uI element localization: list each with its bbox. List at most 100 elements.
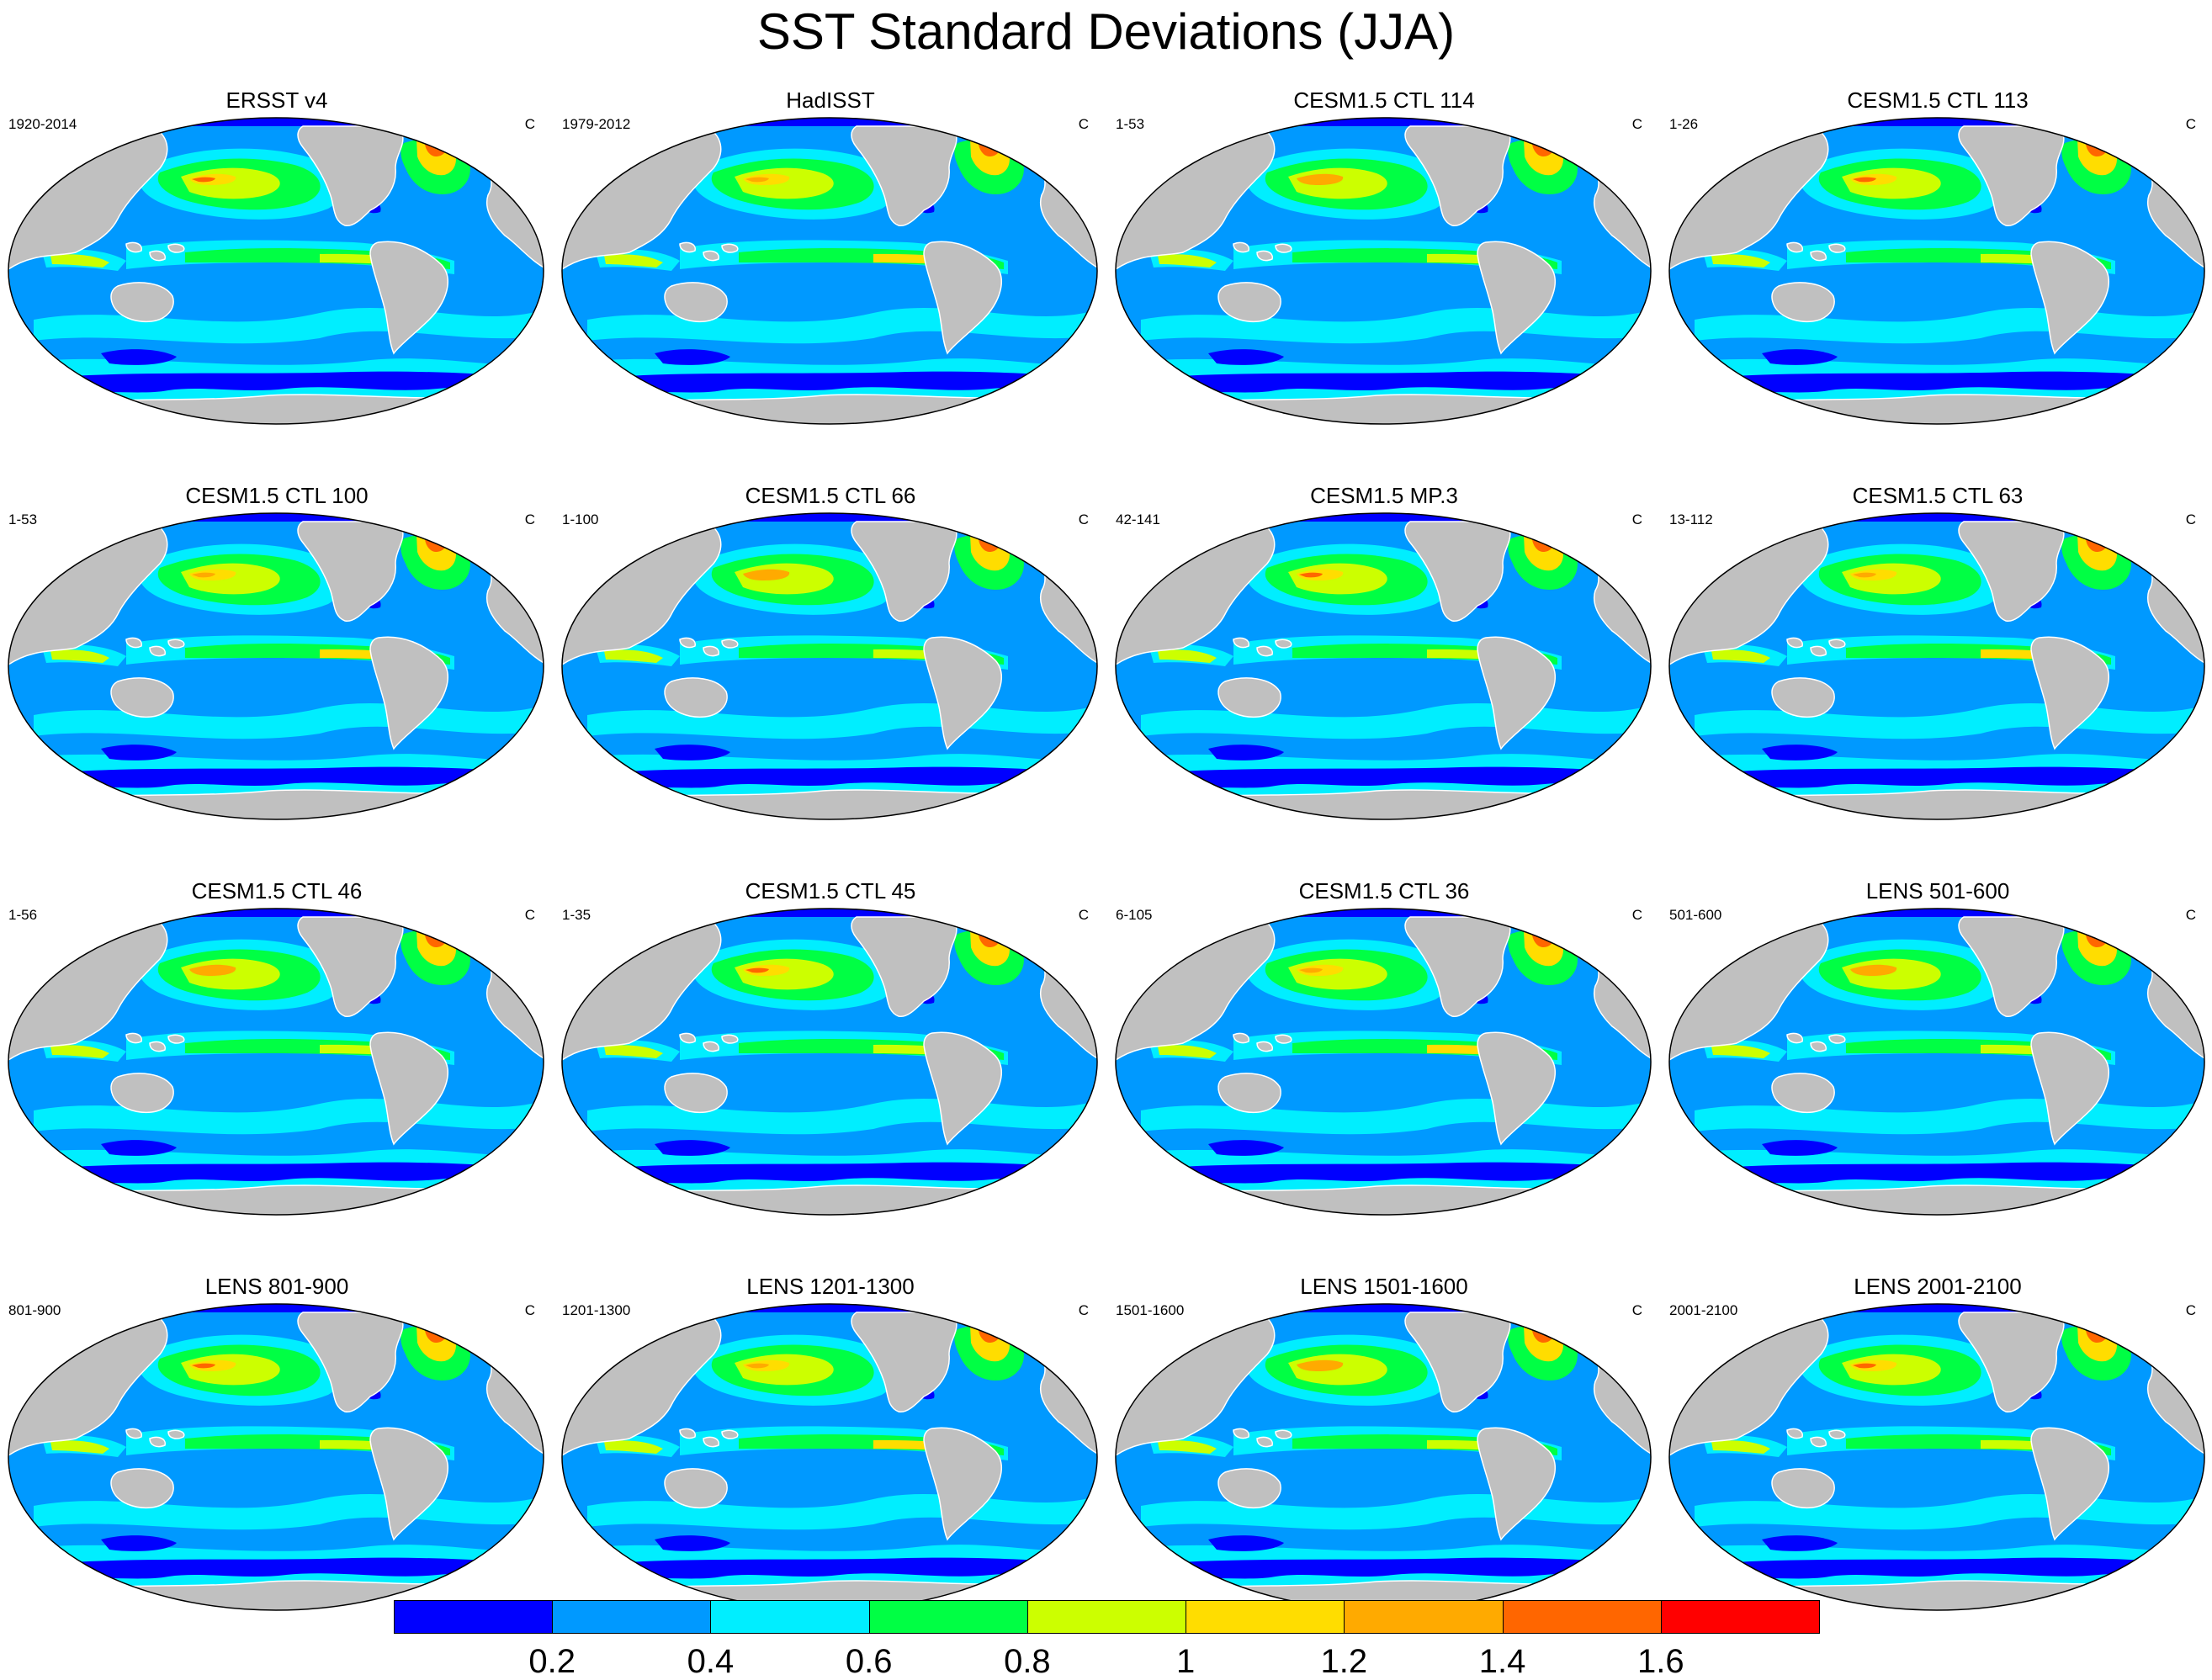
panel-units-label: C — [1631, 907, 1642, 923]
robinson-map — [1668, 908, 2205, 1216]
sst-field — [562, 909, 1097, 1215]
panel-units-label: C — [2185, 511, 2196, 527]
map-panel: CESM1.5 CTL 100 1-53 C — [0, 395, 554, 820]
map-outline — [8, 1303, 544, 1611]
sst-field — [8, 513, 544, 819]
panel-title: CESM1.5 CTL 100 — [185, 483, 369, 508]
panel-years-label: 1-53 — [1116, 116, 1145, 132]
robinson-map — [1115, 117, 1652, 425]
sst-field — [1669, 513, 2204, 819]
robinson-map — [1668, 117, 2205, 425]
panel-title: CESM1.5 CTL 45 — [745, 878, 916, 904]
colorbar-tick-label: 1.4 — [1478, 1643, 1526, 1680]
colorbar-tick-label: 1 — [1175, 1643, 1196, 1680]
panel-units-label: C — [2185, 116, 2196, 132]
panel-title: LENS 1201-1300 — [746, 1274, 915, 1299]
colorbar-swatch — [710, 1600, 870, 1634]
panel-title: LENS 1501-1600 — [1300, 1274, 1468, 1299]
map-outline — [1668, 512, 2205, 820]
map-panel: LENS 501-600 501-600 C — [1661, 791, 2212, 1216]
sst-field — [1669, 909, 2204, 1215]
map-outline — [1115, 908, 1652, 1216]
panel-title: CESM1.5 CTL 36 — [1298, 878, 1470, 904]
panel-units-label: C — [2185, 907, 2196, 923]
colorbar-tick-label: 0.8 — [1004, 1643, 1051, 1680]
panel-units-label: C — [1631, 511, 1642, 527]
map-outline — [561, 512, 1098, 820]
robinson-map — [8, 512, 544, 820]
panel-title: CESM1.5 MP.3 — [1310, 483, 1458, 508]
panel-years-label: 1979-2012 — [562, 116, 631, 132]
panel-units-label: C — [1078, 1302, 1089, 1318]
colorbar-tick-label: 1.6 — [1636, 1643, 1684, 1680]
panel-years-label: 2001-2100 — [1669, 1302, 1738, 1318]
colorbar-swatch — [552, 1600, 712, 1634]
map-outline — [1668, 908, 2205, 1216]
robinson-map — [1115, 1303, 1652, 1611]
sst-field — [8, 909, 544, 1215]
robinson-map — [1115, 908, 1652, 1216]
panel-units-label: C — [1078, 907, 1089, 923]
map-panel: LENS 2001-2100 2001-2100 C — [1661, 1186, 2212, 1611]
panel-years-label: 1920-2014 — [8, 116, 77, 132]
panel-title: LENS 801-900 — [204, 1274, 349, 1299]
colorbar-swatch — [1502, 1600, 1662, 1634]
robinson-map — [561, 512, 1098, 820]
sst-field — [1669, 1304, 2204, 1610]
map-outline — [1668, 1303, 2205, 1611]
panel-years-label: 1201-1300 — [562, 1302, 631, 1318]
sst-field — [1116, 118, 1651, 424]
panel-units-label: C — [1078, 116, 1089, 132]
map-outline — [8, 117, 544, 425]
panel-years-label: 1-26 — [1669, 116, 1699, 132]
robinson-map — [1668, 512, 2205, 820]
panel-years-label: 801-900 — [8, 1302, 61, 1318]
colorbar-swatch — [1026, 1600, 1187, 1634]
map-panel: LENS 801-900 801-900 C — [0, 1186, 554, 1611]
map-panel: CESM1.5 CTL 63 13-112 C — [1661, 395, 2212, 820]
colorbar-swatch — [868, 1600, 1028, 1634]
panel-title: HadISST — [786, 87, 875, 113]
panel-title: CESM1.5 CTL 66 — [745, 483, 916, 508]
colorbar — [394, 1600, 1820, 1634]
panel-title: CESM1.5 CTL 113 — [1847, 87, 2029, 113]
panel-units-label: C — [1078, 511, 1089, 527]
map-outline — [1115, 512, 1652, 820]
map-outline — [561, 117, 1098, 425]
panel-units-label: C — [524, 511, 535, 527]
sst-field — [562, 1304, 1097, 1610]
map-panel: CESM1.5 CTL 45 1-35 C — [554, 791, 1107, 1216]
map-panel: CESM1.5 CTL 66 1-100 C — [554, 395, 1107, 820]
robinson-map — [8, 908, 544, 1216]
map-panel: CESM1.5 MP.3 42-141 C — [1107, 395, 1661, 820]
map-panel: CESM1.5 CTL 114 1-53 C — [1107, 0, 1661, 425]
map-panel: LENS 1501-1600 1501-1600 C — [1107, 1186, 1661, 1611]
panel-title: CESM1.5 CTL 63 — [1852, 483, 2024, 508]
panel-units-label: C — [524, 1302, 535, 1318]
robinson-map — [8, 117, 544, 425]
colorbar-swatch — [394, 1600, 554, 1634]
colorbar-swatch — [1660, 1600, 1820, 1634]
colorbar-tick-label: 0.4 — [687, 1643, 735, 1680]
panel-years-label: 42-141 — [1116, 511, 1160, 527]
map-panel: CESM1.5 CTL 113 1-26 C — [1661, 0, 2212, 425]
panel-years-label: 1501-1600 — [1116, 1302, 1185, 1318]
panel-units-label: C — [1631, 116, 1642, 132]
panel-title: CESM1.5 CTL 114 — [1293, 87, 1475, 113]
colorbar-tick-label: 0.2 — [528, 1643, 576, 1680]
panel-units-label: C — [524, 907, 535, 923]
panel-units-label: C — [1631, 1302, 1642, 1318]
panel-title: LENS 501-600 — [1865, 878, 2010, 904]
robinson-map — [561, 1303, 1098, 1611]
sst-field — [1669, 118, 2204, 424]
panel-title: ERSST v4 — [225, 87, 328, 113]
robinson-map — [561, 908, 1098, 1216]
map-panel: CESM1.5 CTL 46 1-56 C — [0, 791, 554, 1216]
map-panel: LENS 1201-1300 1201-1300 C — [554, 1186, 1107, 1611]
sst-field — [1116, 1304, 1651, 1610]
panel-years-label: 1-35 — [562, 907, 591, 923]
panel-years-label: 13-112 — [1669, 511, 1713, 527]
map-outline — [561, 908, 1098, 1216]
colorbar-tick-label: 0.6 — [845, 1643, 893, 1680]
